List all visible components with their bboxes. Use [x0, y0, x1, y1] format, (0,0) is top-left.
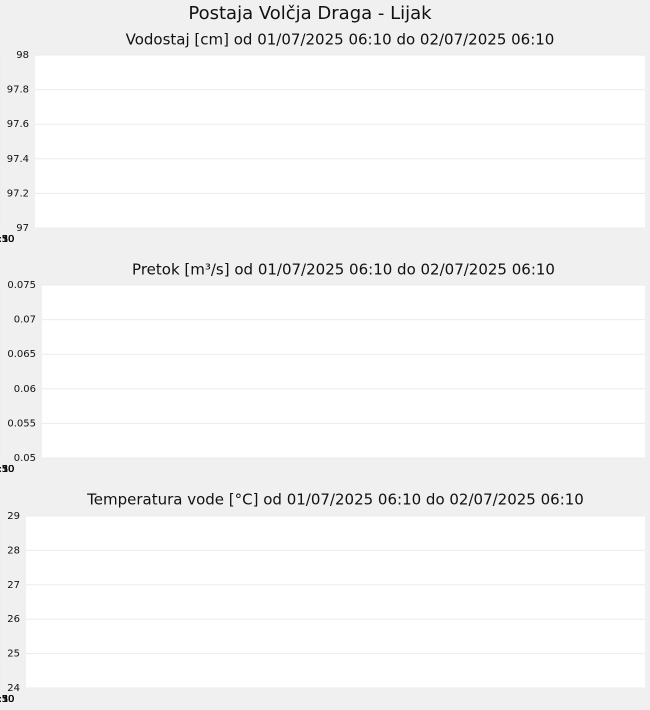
y-tick-label: 29	[7, 511, 20, 522]
x-tick-label: 23:50	[0, 694, 14, 705]
x-tick-label: 17:10	[0, 234, 14, 245]
x-tick-label: 15:30	[0, 234, 14, 245]
x-tick-label: 08:50	[0, 234, 14, 245]
page-title: Postaja Volčja Draga - Lijak	[188, 3, 432, 24]
x-tick-label: 01:30	[0, 464, 14, 475]
y-tick-label: 0.05	[14, 453, 36, 464]
y-tick-label: 0.065	[7, 349, 36, 360]
x-tick-label: 10:30	[0, 464, 14, 475]
x-tick-label: 07:10	[0, 464, 14, 475]
y-tick-label: 97.4	[7, 154, 29, 165]
x-tick-label: 08:50	[0, 694, 14, 705]
x-tick-label: 04:50	[0, 464, 14, 475]
y-tick-label: 97	[16, 223, 29, 234]
x-tick-label: 20:30	[0, 694, 14, 705]
y-tick-label: 97.2	[7, 188, 29, 199]
plot-area	[42, 285, 645, 458]
plot-area	[35, 55, 645, 228]
x-tick-label: 17:10	[0, 694, 14, 705]
x-tick-label: 03:10	[0, 694, 14, 705]
y-tick-label: 97.6	[7, 119, 29, 130]
y-tick-label: 24	[7, 683, 20, 694]
x-tick-label: 23:50	[0, 464, 14, 475]
x-tick-label: 13:50	[0, 234, 14, 245]
y-tick-label: 0.055	[7, 418, 36, 429]
x-tick-label: 03:10	[0, 234, 14, 245]
y-tick-label: 27	[7, 580, 20, 591]
x-tick-label: 23:50	[0, 234, 14, 245]
y-tick-label: 28	[7, 545, 20, 556]
x-tick-label: 03:10	[0, 464, 14, 475]
y-tick-label: 0.075	[7, 280, 36, 291]
x-tick-label: 10:30	[0, 694, 14, 705]
x-tick-label: 22:10	[0, 234, 14, 245]
chart-title: Vodostaj [cm] od 01/07/2025 06:10 do 02/…	[126, 31, 555, 49]
x-tick-label: 12:10	[0, 234, 14, 245]
x-tick-label: 01:30	[0, 694, 14, 705]
chart-title: Pretok [m³/s] od 01/07/2025 06:10 do 02/…	[132, 261, 555, 279]
x-tick-label: 01:30	[0, 234, 14, 245]
y-tick-label: 97.8	[7, 85, 29, 96]
x-tick-label: 22:10	[0, 464, 14, 475]
x-tick-label: 18:50	[0, 694, 14, 705]
x-tick-label: 18:50	[0, 464, 14, 475]
x-tick-label: 06:10	[0, 694, 14, 705]
y-tick-label: 0.07	[14, 315, 36, 326]
x-tick-label: 08:50	[0, 464, 14, 475]
x-tick-label: 13:50	[0, 464, 14, 475]
x-tick-label: 04:50	[0, 234, 14, 245]
y-tick-label: 26	[7, 614, 20, 625]
x-tick-label: 20:30	[0, 234, 14, 245]
x-tick-label: 04:50	[0, 694, 14, 705]
x-tick-label: 07:10	[0, 694, 14, 705]
y-tick-label: 25	[7, 649, 20, 660]
x-tick-label: 18:50	[0, 234, 14, 245]
x-tick-label: 10:30	[0, 234, 14, 245]
x-tick-label: 15:30	[0, 464, 14, 475]
x-tick-label: 15:30	[0, 694, 14, 705]
plot-area	[26, 516, 645, 688]
x-tick-label: 06:10	[0, 464, 14, 475]
x-tick-label: 06:10	[0, 234, 14, 245]
y-tick-label: 98	[16, 50, 29, 61]
x-tick-label: 07:10	[0, 234, 14, 245]
x-tick-label: 22:10	[0, 694, 14, 705]
x-tick-label: 17:10	[0, 464, 14, 475]
y-tick-label: 0.06	[14, 384, 36, 395]
x-tick-label: 12:10	[0, 694, 14, 705]
x-tick-label: 12:10	[0, 464, 14, 475]
x-tick-label: 20:30	[0, 464, 14, 475]
x-tick-label: 13:50	[0, 694, 14, 705]
chart-title: Temperatura vode [°C] od 01/07/2025 06:1…	[86, 491, 584, 509]
